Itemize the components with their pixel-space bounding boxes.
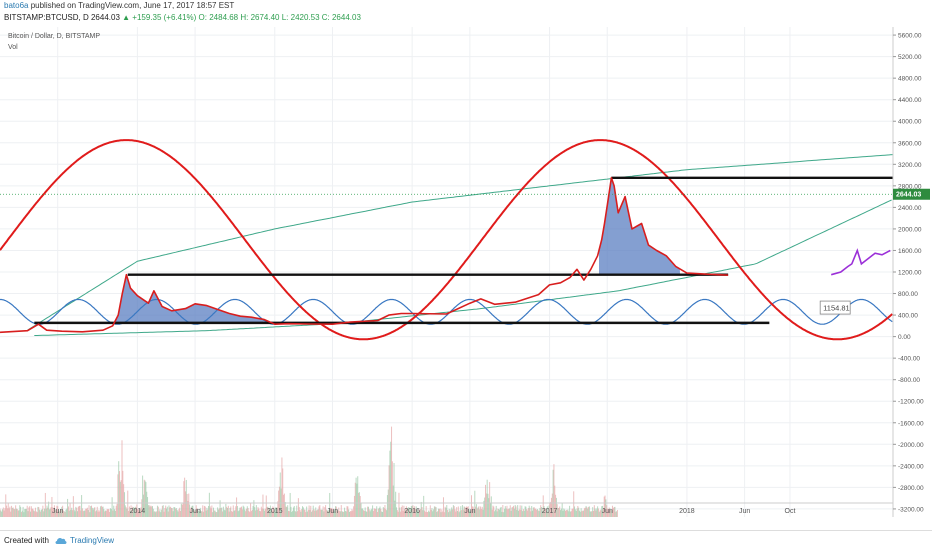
price-change: ▲ +159.35 (+6.41%) <box>122 13 197 22</box>
y-tick-label: 0.00 <box>898 334 911 341</box>
last-price-badge <box>893 188 930 200</box>
x-tick-label: Jun <box>602 508 613 515</box>
fill-area-2017 <box>599 178 681 275</box>
ohlc-values: O: 2484.68 H: 2674.40 L: 2420.53 C: 2644… <box>198 13 361 22</box>
price-chart: 1154.81 5600.00 5200.00 4800.00 4400.00 4000.… <box>0 27 932 517</box>
x-tick-label: Jun <box>327 508 338 515</box>
y-tick-label: -800.00 <box>898 377 920 384</box>
y-tick-label: 2400.00 <box>898 205 922 212</box>
price-axis-bg <box>893 27 932 517</box>
publish-line: bato6a published on TradingView.com, Jun… <box>4 1 234 10</box>
y-tick-label: 4800.00 <box>898 76 922 83</box>
annotation-box <box>819 300 851 315</box>
x-tick-label: Jun <box>189 508 200 515</box>
symbol-price: BITSTAMP:BTCUSD, D 2644.03 <box>4 13 120 22</box>
created-with: Created with <box>4 536 49 545</box>
y-tick-label: 5600.00 <box>898 33 922 40</box>
cycle-line <box>0 139 893 341</box>
price-line <box>0 177 729 334</box>
last-price-label: 2644.03 <box>896 192 921 199</box>
x-tick-label: 2017 <box>542 508 558 515</box>
x-tick-label: 2016 <box>404 508 420 515</box>
x-tick-label: Oct <box>785 508 796 515</box>
y-tick-label: 5200.00 <box>898 54 922 61</box>
tradingview-brand[interactable]: TradingView <box>70 536 115 545</box>
legend-title: Bitcoin / Dollar, D, BITSTAMP <box>8 33 101 40</box>
fill-area-2014 <box>115 274 264 323</box>
y-tick-label: 3600.00 <box>898 140 922 147</box>
y-tick-label: -1200.00 <box>898 399 924 406</box>
y-tick-label: 800.00 <box>898 291 918 298</box>
x-tick-label: Jun <box>739 508 750 515</box>
x-tick-label: 2014 <box>130 508 146 515</box>
projection-line <box>830 248 891 276</box>
y-tick-label: -1600.00 <box>898 420 924 427</box>
y-tick-label: 2800.00 <box>898 183 922 190</box>
x-tick-label: 2015 <box>267 508 283 515</box>
y-tick-label: 1200.00 <box>898 270 922 277</box>
legend-vol: Vol <box>8 44 18 51</box>
y-tick-label: 2000.00 <box>898 226 922 233</box>
y-tick-label: -2000.00 <box>898 442 924 449</box>
y-tick-label: 1600.00 <box>898 248 922 255</box>
author-link[interactable]: bato6a <box>4 1 29 10</box>
chart-header: bato6a published on TradingView.com, Jun… <box>0 0 932 26</box>
arc-line-1 <box>27 154 894 331</box>
y-tick-label: -3200.00 <box>898 506 924 513</box>
y-tick-label: 4400.00 <box>898 97 922 104</box>
y-tick-label: 3200.00 <box>898 162 922 169</box>
chart-area[interactable]: 1154.81 5600.00 5200.00 4800.00 4400.00 4000.… <box>0 27 932 517</box>
symbol-line: BITSTAMP:BTCUSD, D 2644.03 ▲ +159.35 (+6… <box>4 13 361 22</box>
y-tick-label: -2800.00 <box>898 485 924 492</box>
y-tick-label: 400.00 <box>898 313 918 320</box>
x-tick-label: 2018 <box>679 508 695 515</box>
annotation-label: 1154.81 <box>823 304 850 313</box>
x-tick-label: Jun <box>464 508 475 515</box>
published-info: published on TradingView.com, June 17, 2… <box>30 1 235 10</box>
footer: Created with TradingView <box>0 530 932 551</box>
x-tick-label: Jun <box>52 508 63 515</box>
y-tick-label: -400.00 <box>898 356 920 363</box>
arc-line-2 <box>34 199 892 336</box>
y-tick-label: 4000.00 <box>898 119 922 126</box>
y-tick-label: -2400.00 <box>898 463 924 470</box>
cloud-icon <box>55 537 67 544</box>
